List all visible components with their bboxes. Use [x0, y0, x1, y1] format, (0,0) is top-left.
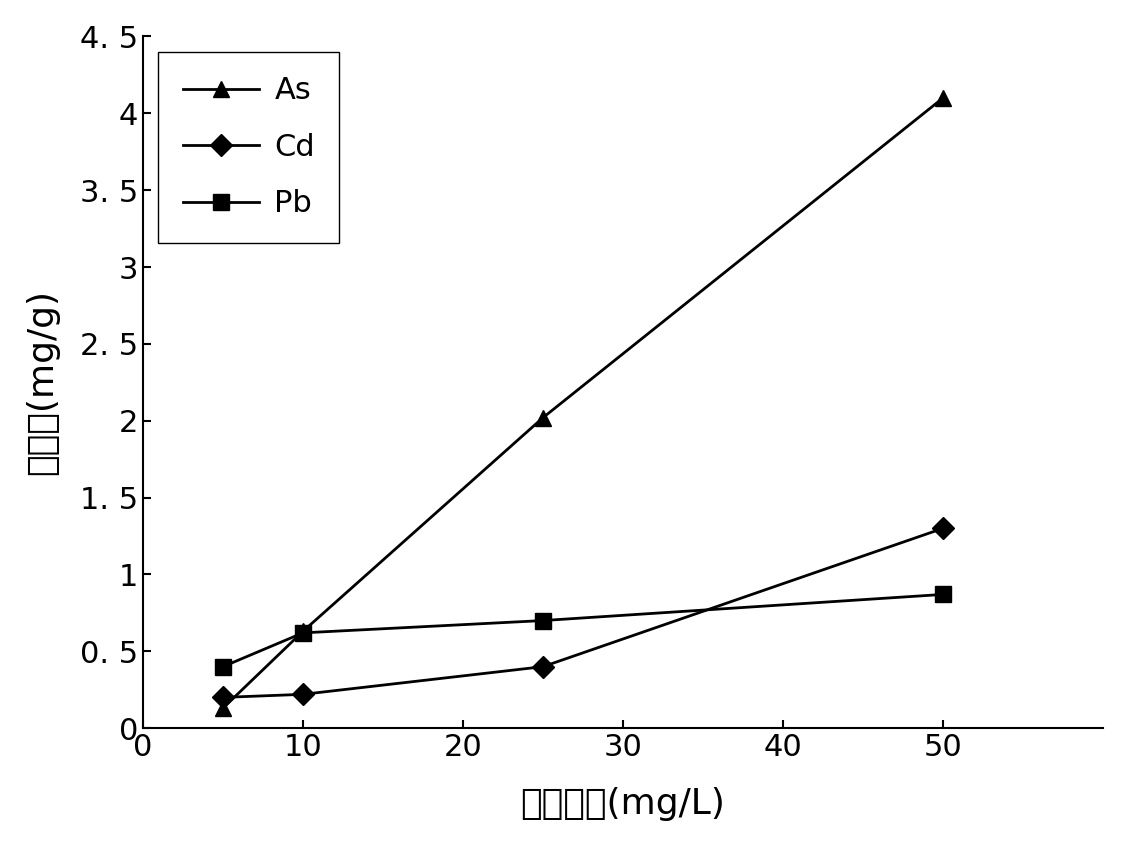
Pb — [297, 628, 310, 638]
Pb — [936, 590, 950, 600]
Cd — [936, 524, 950, 534]
As — [936, 93, 950, 103]
Line: Pb: Pb — [215, 587, 951, 674]
Cd — [297, 689, 310, 700]
As — [217, 703, 230, 713]
Y-axis label: 吸附量(mg/g): 吸附量(mg/g) — [25, 289, 59, 475]
Line: Cd: Cd — [215, 520, 951, 705]
X-axis label: 溶液浓度(mg/L): 溶液浓度(mg/L) — [520, 787, 725, 821]
Cd — [536, 662, 549, 672]
As — [297, 626, 310, 636]
Legend: As, Cd, Pb: As, Cd, Pb — [158, 52, 340, 243]
As — [536, 413, 549, 423]
Cd — [217, 692, 230, 702]
Line: As: As — [215, 91, 951, 716]
Pb — [536, 616, 549, 626]
Pb — [217, 662, 230, 672]
